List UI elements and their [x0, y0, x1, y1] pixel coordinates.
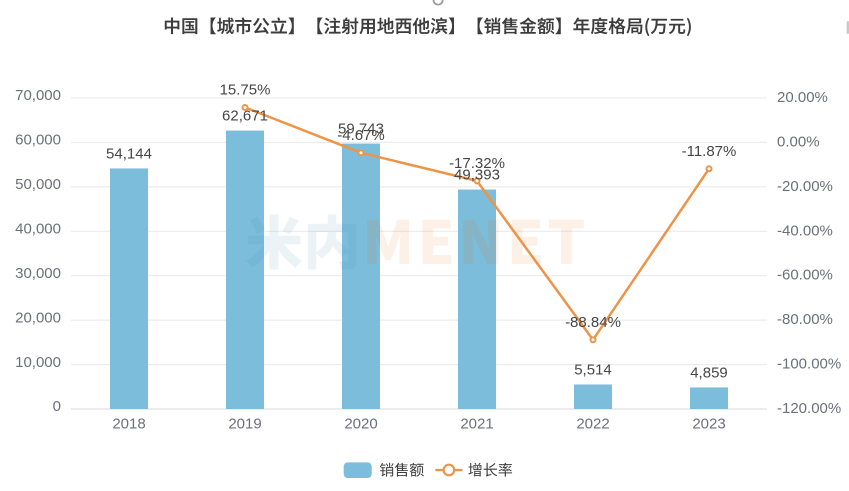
svg-text:2020: 2020 — [344, 416, 377, 433]
svg-text:5,514: 5,514 — [574, 362, 612, 379]
svg-text:-17.32%: -17.32% — [449, 155, 505, 172]
svg-text:4,859: 4,859 — [690, 364, 728, 381]
svg-text:20,000: 20,000 — [15, 309, 61, 326]
svg-text:40,000: 40,000 — [15, 221, 61, 238]
svg-text:49,393: 49,393 — [454, 167, 500, 184]
svg-text:0.00%: 0.00% — [777, 133, 820, 150]
svg-text:2021: 2021 — [460, 416, 493, 433]
svg-text:2019: 2019 — [228, 416, 261, 433]
svg-text:62,671: 62,671 — [222, 108, 268, 125]
svg-text:20.00%: 20.00% — [777, 89, 828, 106]
svg-text:2023: 2023 — [692, 416, 725, 433]
svg-text:-60.00%: -60.00% — [777, 267, 833, 284]
svg-text:-11.87%: -11.87% — [682, 143, 737, 160]
svg-text:-20.00%: -20.00% — [777, 178, 833, 195]
svg-text:50,000: 50,000 — [15, 176, 61, 193]
svg-text:54,144: 54,144 — [106, 145, 152, 162]
svg-text:15.75%: 15.75% — [220, 81, 271, 98]
svg-text:-4.67%: -4.67% — [337, 127, 385, 144]
svg-text:30,000: 30,000 — [15, 265, 61, 282]
svg-text:-100.00%: -100.00% — [777, 356, 841, 373]
svg-text:60,000: 60,000 — [15, 132, 61, 149]
svg-text:0: 0 — [53, 398, 61, 415]
svg-text:2018: 2018 — [112, 416, 145, 433]
svg-text:70,000: 70,000 — [15, 87, 61, 104]
svg-text:-88.84%: -88.84% — [565, 314, 621, 331]
svg-text:-40.00%: -40.00% — [777, 222, 833, 239]
svg-text:10,000: 10,000 — [15, 354, 61, 371]
svg-text:-120.00%: -120.00% — [777, 400, 841, 417]
svg-text:2022: 2022 — [576, 416, 609, 433]
svg-text:59,743: 59,743 — [338, 121, 384, 138]
svg-text:-80.00%: -80.00% — [777, 311, 833, 328]
